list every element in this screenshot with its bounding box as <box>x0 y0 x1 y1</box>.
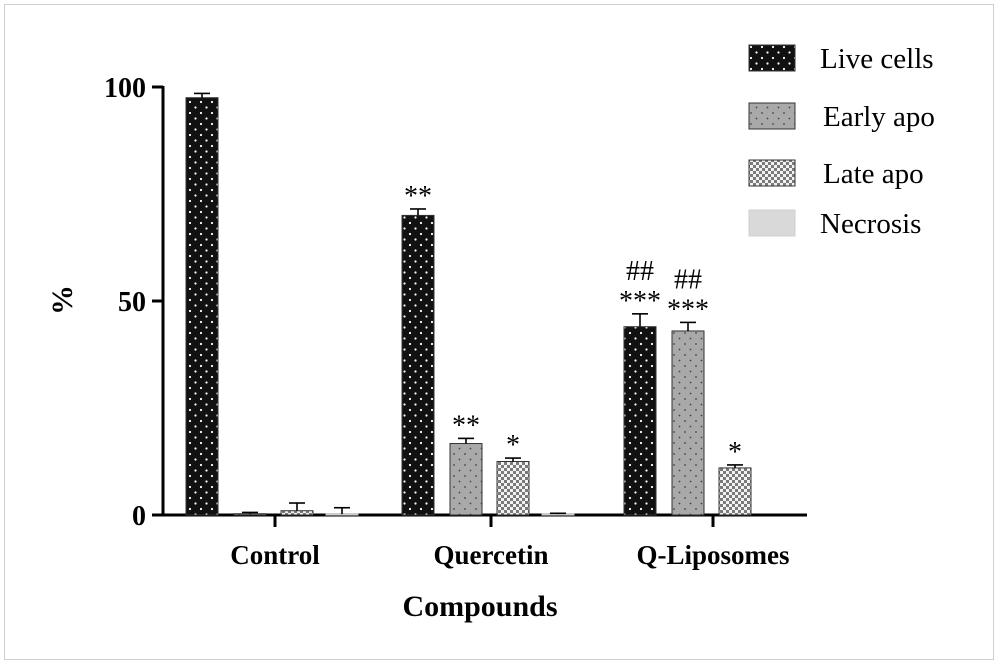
legend-label: Late apo <box>823 158 924 190</box>
bar <box>671 330 705 516</box>
y-axis-title: % <box>46 285 79 315</box>
bar <box>541 513 575 516</box>
legend-swatch <box>748 209 796 237</box>
legend-label: Early apo <box>823 101 935 133</box>
bar <box>233 513 267 516</box>
y-tick-label: 0 <box>132 501 146 532</box>
category-label: Q-Liposomes <box>636 540 789 570</box>
bar <box>449 443 483 516</box>
bar <box>623 326 657 516</box>
bar <box>325 513 359 516</box>
significance-label: * <box>506 430 520 461</box>
category-label: Quercetin <box>434 540 549 570</box>
legend-swatch <box>748 102 796 130</box>
bar <box>401 214 435 516</box>
y-tick-label: 50 <box>118 287 146 318</box>
figure-frame <box>4 4 994 660</box>
x-axis-title: Compounds <box>402 590 557 623</box>
significance-label: ** <box>452 410 480 441</box>
bar <box>718 467 752 516</box>
significance-label: *** <box>619 286 661 317</box>
significance-label-secondary: ## <box>674 264 702 295</box>
significance-label: ** <box>404 181 432 212</box>
bar <box>185 97 219 516</box>
legend-label: Live cells <box>820 43 934 75</box>
significance-label: * <box>728 437 742 468</box>
y-tick-label: 100 <box>104 73 146 104</box>
bar <box>496 461 530 516</box>
legend-label: Necrosis <box>820 208 921 240</box>
legend-swatch <box>748 159 796 187</box>
bar <box>280 510 314 516</box>
significance-label-secondary: ## <box>626 256 654 287</box>
legend-swatch <box>748 44 796 72</box>
significance-label: *** <box>667 294 709 325</box>
category-label: Control <box>230 540 320 570</box>
